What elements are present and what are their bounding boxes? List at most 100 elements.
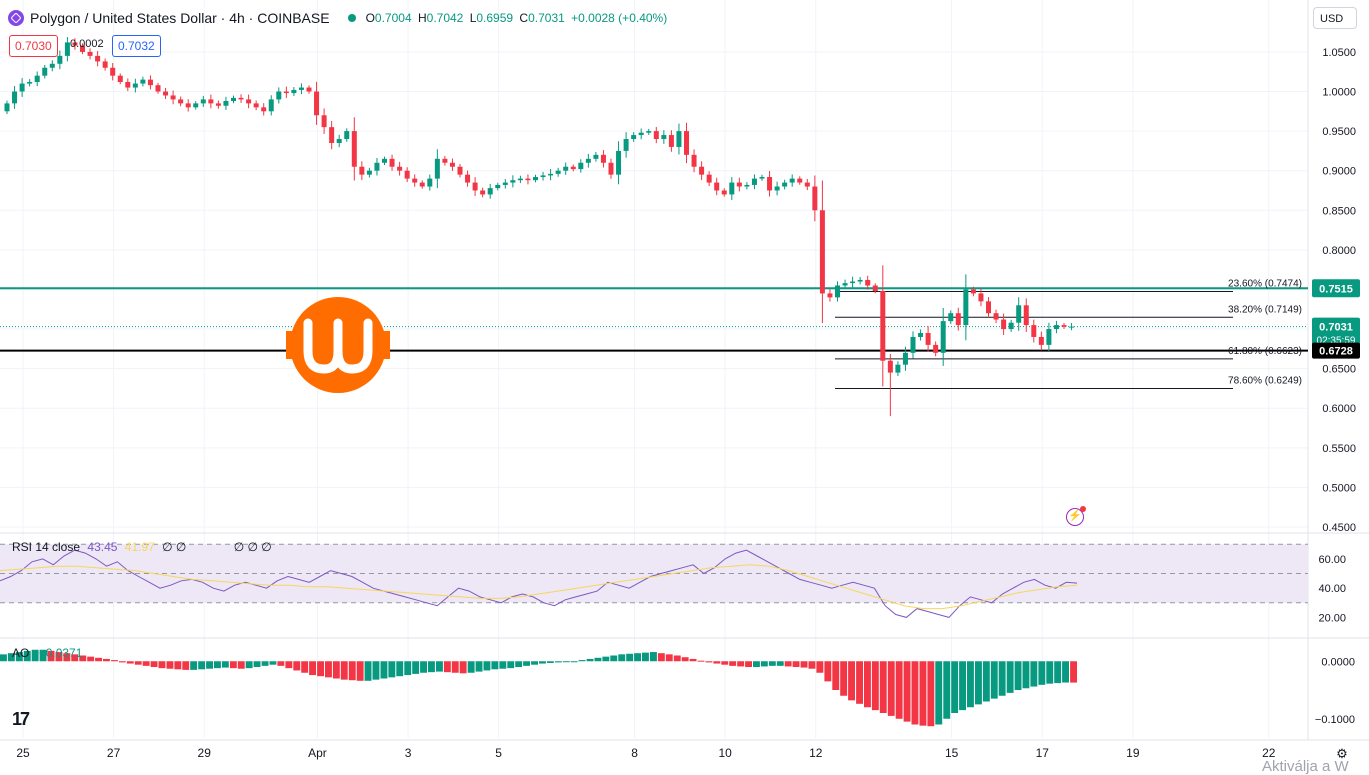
time-tick-label: 8 [631, 746, 638, 760]
candle-body [147, 79, 153, 86]
candle-body [336, 139, 342, 143]
ao-bar [586, 658, 594, 662]
ao-bar [253, 661, 261, 667]
tradingview-logo[interactable]: 17 [12, 709, 30, 729]
candle-body [389, 158, 395, 167]
candle-body [631, 135, 637, 140]
fibonacci-retracement[interactable]: 23.60% (0.7474) 38.20% (0.7149) 61.80% (0.… [835, 279, 1302, 390]
candle-body [600, 154, 606, 163]
candle-body [419, 182, 425, 187]
symbol-title[interactable]: Polygon / United States Dollar · 4h · CO… [30, 10, 330, 26]
ao-bar [1070, 661, 1077, 683]
candle-body [623, 139, 629, 151]
candle-body [1016, 305, 1022, 323]
ao-bar [428, 661, 435, 673]
candle-body [344, 131, 350, 140]
candle-body [774, 186, 780, 191]
ao-bar [887, 661, 895, 716]
rsi-legend[interactable]: RSI 14 close 43.45 41.97 ∅ ∅ ∅ ∅ ∅ [12, 540, 272, 554]
ao-bar [55, 652, 63, 662]
ao-bar [309, 661, 316, 676]
candle-body [676, 131, 682, 147]
ao-bar [1022, 661, 1030, 689]
candle-body [215, 103, 221, 106]
candle-body [797, 178, 803, 183]
currency-select[interactable]: USD [1313, 7, 1357, 29]
ao-bar [443, 661, 451, 673]
candle-body [329, 127, 335, 143]
price-tick-label: 0.8500 [1322, 205, 1356, 217]
sell-price-button[interactable]: 0.7030 [9, 35, 58, 57]
candle-body [472, 182, 478, 191]
ao-bar [277, 661, 285, 666]
candle-body [714, 182, 720, 191]
candle-body [578, 162, 584, 170]
flash-alert-icon[interactable]: ⚡ [1066, 506, 1086, 526]
ao-bar [768, 661, 776, 666]
price-tick-label: 0.4500 [1322, 522, 1356, 534]
candle-body [155, 85, 161, 92]
candle-body [404, 170, 410, 179]
candle-body [857, 279, 863, 282]
candle-body [880, 291, 886, 361]
price-tick-label: 1.0500 [1322, 47, 1356, 59]
ao-bar [824, 661, 832, 682]
ao-bar [570, 661, 578, 663]
price-tick-label: 0.9000 [1322, 166, 1356, 178]
candle-body [638, 132, 644, 136]
candle-body [223, 101, 229, 106]
candle-body [487, 188, 493, 195]
last-price-tag: 0.7031 02:35:59 [1312, 317, 1360, 348]
ao-bar [420, 661, 427, 673]
ao-bar [79, 655, 87, 662]
candle-body [170, 95, 176, 100]
ao-bar [229, 661, 237, 669]
candle-body [1053, 325, 1059, 330]
candle-body [510, 180, 516, 183]
ao-bar [879, 661, 887, 713]
ao-bar [221, 661, 229, 668]
time-tick-label: 12 [809, 746, 823, 760]
candle-body [570, 166, 576, 170]
candle-body [4, 103, 10, 112]
candle-body [253, 103, 259, 108]
candle-body [276, 91, 282, 100]
candle-body [963, 289, 969, 326]
ao-bar [388, 661, 396, 678]
price-tick-label: 1.0000 [1322, 87, 1356, 99]
candle-body [895, 364, 901, 373]
candle-body [616, 150, 622, 175]
symbol-header[interactable]: Polygon / United States Dollar · 4h · CO… [8, 8, 667, 28]
ao-bar [610, 655, 618, 662]
candle-body [955, 313, 961, 326]
ao-bar [325, 661, 332, 678]
candle-body [374, 162, 380, 171]
candle-body [397, 166, 403, 171]
ao-bar [951, 661, 959, 713]
candle-body [268, 99, 274, 112]
candle-body [238, 97, 244, 100]
ao-bar [729, 661, 737, 666]
candle-body [789, 178, 795, 183]
buy-price-button[interactable]: 0.7032 [112, 35, 161, 57]
ao-legend[interactable]: AO −0.0371 [12, 646, 83, 660]
ao-bar [792, 661, 800, 667]
candle-body [699, 166, 705, 175]
candle-body [948, 313, 954, 322]
last-price-bg [1312, 317, 1360, 348]
ao-bar [642, 652, 649, 662]
ao-bar [1062, 661, 1069, 683]
price-tick-label: 0.5500 [1322, 443, 1356, 455]
ao-bar [998, 661, 1006, 696]
price-tag: 0.6728 [1312, 342, 1360, 359]
candle-body [1001, 319, 1007, 330]
ao-pane: 0.0000 −0.1000 [0, 649, 1355, 727]
candle-body [1031, 325, 1037, 337]
rsi-ma-line [0, 564, 1078, 610]
ao-bar [174, 661, 182, 670]
ao-bar [990, 661, 998, 699]
candle-body [1038, 336, 1044, 345]
candle-body [434, 158, 440, 179]
time-axis[interactable]: 25 27 29 Apr 3 5 8 10 12 15 17 19 22 ⚙ [16, 746, 1348, 761]
